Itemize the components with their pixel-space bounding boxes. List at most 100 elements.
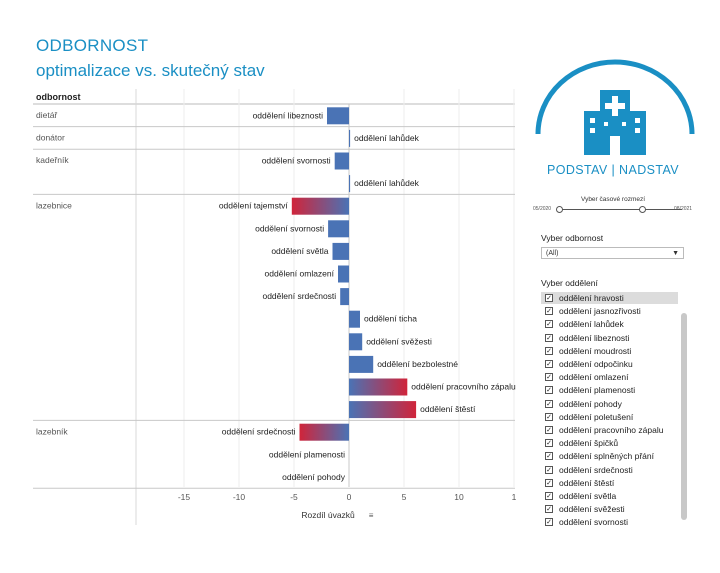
bar[interactable] — [328, 220, 349, 238]
list-item-label: oddělení hravosti — [559, 293, 624, 303]
bar-label: oddělení svornosti — [262, 156, 331, 166]
checkbox[interactable]: ✓ — [545, 373, 553, 382]
list-item-label: oddělení svornosti — [559, 517, 628, 528]
checkbox[interactable]: ✓ — [545, 452, 553, 461]
bar[interactable] — [327, 107, 349, 125]
checkbox[interactable]: ✓ — [545, 360, 553, 368]
list-item-label: oddělení světla — [559, 491, 617, 501]
bar-label: oddělení svornosti — [255, 223, 324, 233]
slider-start-handle[interactable] — [556, 206, 563, 213]
list-item[interactable]: ✓ oddělení poletušení — [541, 411, 678, 423]
x-tick-label: 5 — [402, 492, 407, 502]
list-item[interactable]: ✓ oddělení svornosti — [541, 516, 678, 528]
x-tick-label: 0 — [347, 492, 352, 502]
slider-label: Vyber časové rozmezí — [580, 196, 646, 203]
list-item[interactable]: ✓ oddělení omlazení — [541, 371, 678, 383]
checkbox[interactable]: ✓ — [545, 399, 553, 408]
list-item-label: oddělení srdečnosti — [559, 464, 633, 475]
list-item[interactable]: ✓ oddělení splněných přání — [541, 450, 678, 462]
chevron-down-icon: ▼ — [672, 250, 679, 257]
checkbox[interactable]: ✓ — [545, 307, 553, 316]
bar[interactable] — [349, 355, 374, 373]
checkbox[interactable]: ✓ — [545, 333, 553, 342]
bar-label: oddělení lahůdek — [354, 133, 420, 143]
bar-label: oddělení světla — [271, 246, 328, 256]
bar[interactable] — [338, 265, 349, 283]
group-label: lazebník — [36, 426, 68, 436]
odbornost-dropdown-value: (All) — [546, 250, 559, 257]
x-tick-label: -10 — [233, 492, 246, 502]
x-tick-label: 10 — [454, 492, 464, 502]
group-label: dietář — [36, 110, 57, 120]
slider-min-label: 05/2020 — [533, 206, 552, 212]
bar[interactable] — [334, 152, 349, 170]
bar-label: oddělení štěstí — [420, 404, 476, 414]
bar[interactable] — [349, 310, 360, 328]
checkbox[interactable]: ✓ — [545, 426, 553, 434]
odbornost-dropdown[interactable]: (All) ▼ — [541, 247, 684, 259]
list-item-label: oddělení špičků — [559, 438, 619, 449]
group-label: donátor — [36, 133, 65, 143]
bar[interactable] — [291, 197, 349, 215]
bar[interactable] — [340, 288, 349, 306]
oddeleni-checkbox-list: ✓ oddělení hravosti ✓ oddělení jasnozřivost… — [541, 292, 688, 527]
list-item[interactable]: ✓ oddělení odpočinku — [541, 358, 678, 370]
bar-label: oddělení plamenosti — [269, 449, 345, 459]
list-item[interactable]: ✓ oddělení pracovního zápalu — [541, 424, 678, 436]
list-item-label: oddělení štěstí — [559, 477, 615, 488]
brand-label: PODSTAV | NADSTAV — [546, 163, 680, 177]
checkbox[interactable]: ✓ — [545, 412, 553, 421]
list-item[interactable]: ✓ oddělení svěžesti — [541, 503, 678, 515]
list-item-label: oddělení poletušení — [559, 411, 634, 422]
filter-oddeleni-label: Vyber oddělení — [541, 278, 598, 288]
list-item[interactable]: ✓ oddělení pohody — [541, 398, 678, 410]
slider-max-label: 08/2021 — [674, 206, 693, 212]
checkbox[interactable]: ✓ — [545, 505, 553, 514]
checkbox[interactable]: ✓ — [545, 518, 553, 527]
checkbox[interactable]: ✓ — [545, 478, 553, 487]
checkbox[interactable]: ✓ — [545, 492, 553, 500]
list-item[interactable]: ✓ oddělení špičků — [541, 437, 678, 449]
list-item[interactable]: ✓ oddělení lahůdek — [541, 318, 678, 330]
sort-icon[interactable]: ≡ — [369, 511, 374, 520]
list-scrollbar[interactable] — [681, 313, 687, 520]
list-item[interactable]: ✓ oddělení libeznosti — [541, 332, 678, 344]
date-range-slider[interactable] — [560, 209, 682, 210]
list-item[interactable]: ✓ oddělení plamenosti — [541, 384, 678, 396]
checkbox[interactable]: ✓ — [545, 439, 553, 448]
list-item-label: oddělení omlazení — [559, 372, 629, 383]
checkbox[interactable]: ✓ — [545, 465, 553, 474]
checkbox[interactable]: ✓ — [545, 320, 553, 329]
bar[interactable] — [332, 242, 350, 260]
bar[interactable] — [299, 423, 350, 441]
bar-label: oddělení pracovního zápalu — [411, 382, 516, 392]
bar[interactable] — [349, 175, 351, 193]
x-tick-label: 1 — [512, 492, 517, 502]
slider-end-handle[interactable] — [639, 206, 646, 213]
group-label: lazebnice — [36, 200, 72, 210]
x-tick-label: -15 — [178, 492, 191, 502]
checkbox[interactable]: ✓ — [545, 294, 553, 302]
bar-label: oddělení omlazení — [265, 269, 335, 279]
bar-label: oddělení ticha — [364, 314, 417, 324]
filter-odbornost-label: Vyber odbornost — [541, 233, 604, 243]
checkbox[interactable]: ✓ — [545, 386, 553, 395]
bar[interactable] — [349, 129, 351, 147]
bar[interactable] — [349, 333, 363, 351]
group-label: kadeřník — [36, 155, 69, 165]
list-item[interactable]: ✓ oddělení srdečnosti — [541, 464, 678, 476]
list-item-label: oddělení pracovního zápalu — [559, 425, 664, 435]
list-item-label: oddělení moudrosti — [559, 345, 632, 356]
list-item[interactable]: ✓ oddělení štěstí — [541, 477, 678, 489]
checkbox[interactable]: ✓ — [545, 346, 553, 355]
list-item[interactable]: ✓ oddělení světla — [541, 490, 678, 502]
list-item-label: oddělení lahůdek — [559, 319, 624, 330]
list-item[interactable]: ✓ oddělení jasnozřivosti — [541, 305, 678, 317]
list-item-label: oddělení plamenosti — [559, 385, 636, 396]
bar[interactable] — [349, 378, 408, 396]
row-header: odbornost — [36, 92, 81, 102]
list-item[interactable]: ✓ oddělení moudrosti — [541, 345, 678, 357]
bar[interactable] — [349, 401, 417, 419]
bar-label: oddělení libeznosti — [253, 110, 324, 120]
list-item[interactable]: ✓ oddělení hravosti — [541, 292, 678, 304]
